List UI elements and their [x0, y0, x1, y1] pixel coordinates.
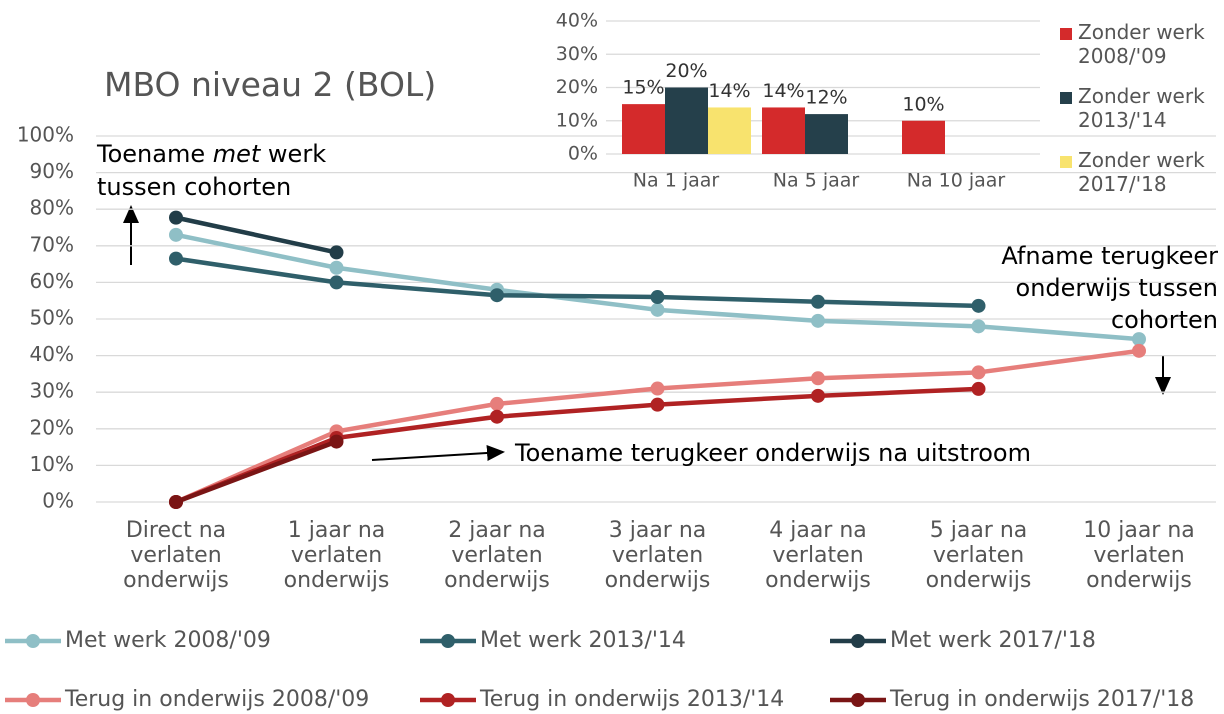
legend-label: Met werk 2017/'18 — [890, 628, 1096, 653]
bar — [665, 87, 708, 154]
bar — [762, 107, 805, 154]
point — [169, 251, 183, 266]
legend-label: Zonder werk 2017/'18 — [1078, 148, 1205, 196]
chart-title: MBO niveau 2 (BOL) — [104, 65, 437, 104]
y-tick-label: 100% — [17, 123, 74, 147]
y-tick-label: 10% — [556, 109, 598, 131]
data-label: 14% — [708, 80, 750, 102]
point — [1132, 343, 1146, 358]
legend-swatch — [1060, 156, 1072, 168]
legend-label: Met werk 2008/'09 — [65, 628, 271, 653]
x-tick-label: 1 jaar na verlaten onderwijs — [283, 518, 390, 593]
y-tick-label: 10% — [30, 452, 74, 476]
legend-label: Terug in onderwijs 2013/'14 — [479, 687, 784, 712]
arrow — [371, 444, 505, 461]
point — [811, 294, 825, 309]
y-tick-label: 30% — [556, 43, 598, 65]
legend-marker — [441, 693, 455, 707]
x-tick-label: Na 5 jaar — [773, 170, 860, 192]
line — [175, 348, 1140, 505]
line — [175, 215, 337, 255]
line — [175, 386, 979, 505]
point — [329, 275, 344, 290]
point — [650, 397, 665, 412]
y-tick-label: 60% — [30, 269, 74, 293]
point — [971, 381, 986, 396]
x-tick-label: Na 1 jaar — [633, 170, 720, 192]
legend-marker — [851, 693, 865, 707]
y-tick-label: 0% — [42, 489, 74, 513]
point — [329, 434, 344, 449]
x-tick-label: 4 jaar na verlaten onderwijs — [765, 518, 871, 593]
annotation-text: met — [212, 140, 261, 168]
legend-marker — [441, 634, 455, 648]
data-label: 10% — [902, 93, 944, 115]
x-tick-label: Na 10 jaar — [907, 170, 1006, 192]
y-tick-label: 70% — [30, 232, 74, 256]
y-tick-label: 20% — [556, 76, 598, 98]
y-tick-label: 30% — [30, 379, 74, 403]
y-tick-label: 50% — [30, 306, 74, 330]
point — [329, 245, 344, 260]
line — [175, 439, 338, 505]
point — [490, 409, 504, 424]
legend-label: Terug in onderwijs 2017/'18 — [889, 687, 1194, 712]
point — [650, 290, 665, 305]
legend-label: Met werk 2013/'14 — [480, 628, 686, 653]
x-tick-label: 3 jaar na verlaten onderwijs — [604, 518, 711, 593]
annotation-text: werk — [260, 140, 327, 168]
point — [811, 313, 825, 328]
y-tick-label: 40% — [30, 342, 74, 366]
data-label: 14% — [762, 80, 804, 102]
annotation: Toename terugkeer onderwijs na uitstroom — [515, 439, 1031, 467]
point — [971, 319, 986, 334]
line — [175, 256, 979, 309]
data-label: 12% — [805, 87, 847, 109]
legend-swatch — [1060, 92, 1072, 104]
y-tick-label: 20% — [30, 415, 74, 439]
point — [811, 388, 825, 403]
annotation: Toename met werk — [97, 142, 326, 166]
y-tick-label: 90% — [30, 159, 74, 183]
point — [169, 495, 183, 509]
point — [650, 302, 665, 317]
bar — [805, 114, 848, 154]
y-tick-label: 80% — [30, 196, 74, 220]
x-tick-label: Direct na verlaten onderwijs — [123, 518, 229, 593]
data-label: 15% — [622, 77, 664, 99]
point — [971, 298, 986, 313]
bar — [708, 107, 751, 154]
y-tick-label: 40% — [556, 10, 598, 32]
point — [169, 227, 183, 242]
legend-label: Zonder werk 2008/'09 — [1078, 20, 1205, 68]
point — [650, 381, 665, 396]
point — [1132, 332, 1146, 347]
x-tick-label: 5 jaar na verlaten onderwijs — [925, 518, 1032, 593]
legend-marker — [851, 634, 865, 648]
annotation: tussen cohorten — [97, 173, 292, 201]
x-tick-label: 2 jaar na verlaten onderwijs — [444, 518, 550, 593]
point — [971, 365, 986, 380]
legend-label: Zonder werk 2013/'14 — [1078, 84, 1205, 132]
point — [169, 210, 183, 225]
legend-label: Terug in onderwijs 2008/'09 — [64, 687, 369, 712]
data-label: 20% — [665, 60, 707, 82]
legend-marker — [26, 693, 40, 707]
point — [490, 288, 504, 303]
annotation-text: Toename — [97, 140, 213, 168]
point — [811, 371, 825, 386]
x-tick-label: 10 jaar na verlaten onderwijs — [1083, 518, 1195, 593]
y-tick-label: 0% — [568, 143, 598, 165]
point — [329, 260, 344, 275]
point — [490, 396, 504, 411]
legend-swatch — [1060, 28, 1072, 40]
annotation: Afname terugkeer onderwijs tussen cohort… — [1001, 242, 1218, 334]
legend-marker — [26, 634, 40, 648]
bar — [902, 120, 945, 154]
bar — [622, 104, 665, 154]
